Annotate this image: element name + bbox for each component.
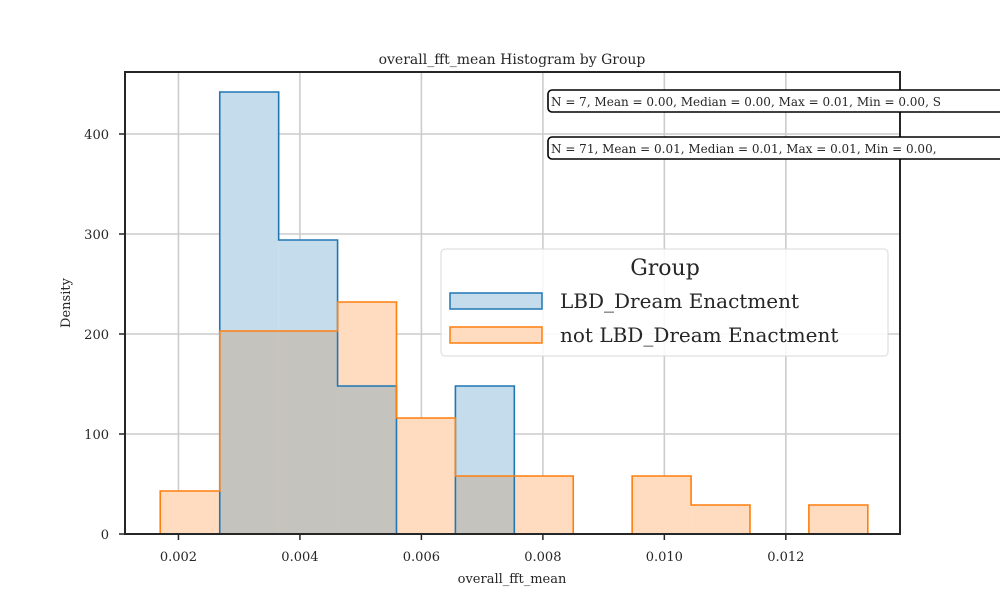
stats-box-not-lbd: N = 71, Mean = 0.01, Median = 0.01, Max … xyxy=(547,136,1000,160)
histogram-bar-fill xyxy=(396,418,456,534)
x-axis-title: overall_fft_mean xyxy=(458,572,567,587)
plot-frame xyxy=(124,71,901,535)
histogram-bar-overlap xyxy=(219,331,279,534)
legend-swatch-not-lbd xyxy=(449,326,543,344)
tick-labels: 0.002 0.004 0.006 0.008 0.010 0.012 0 100 200 300… xyxy=(84,128,804,565)
legend-title: Group xyxy=(630,256,700,281)
y-tick-label: 0 xyxy=(101,528,109,543)
y-tick-label: 100 xyxy=(84,428,109,443)
stats-text-lbd: N = 7, Mean = 0.00, Median = 0.00, Max =… xyxy=(551,95,941,109)
histogram-bar-overlap xyxy=(455,476,515,534)
x-tick-label: 0.008 xyxy=(524,550,561,565)
legend: Group LBD_Dream Enactment not LBD_Dream … xyxy=(440,248,889,357)
legend-label-lbd: LBD_Dream Enactment xyxy=(560,289,799,313)
x-tick-label: 0.002 xyxy=(160,550,197,565)
y-axis-title: Density xyxy=(59,277,74,328)
histogram-bar-overlap xyxy=(337,386,397,534)
histogram-bar-fill xyxy=(808,505,868,534)
chart-title: overall_fft_mean Histogram by Group xyxy=(379,52,646,68)
histogram-bar-overlap xyxy=(278,331,338,534)
stats-text-not-lbd: N = 71, Mean = 0.01, Median = 0.01, Max … xyxy=(551,142,937,156)
y-tick-label: 200 xyxy=(84,328,109,343)
histogram-bar-fill xyxy=(160,491,220,534)
legend-swatch-lbd xyxy=(449,292,543,310)
x-tick-label: 0.004 xyxy=(281,550,318,565)
y-tick-label: 400 xyxy=(84,128,109,143)
stats-box-lbd: N = 7, Mean = 0.00, Median = 0.00, Max =… xyxy=(547,89,1000,113)
histogram-bar-fill xyxy=(691,505,750,534)
y-tick-label: 300 xyxy=(84,228,109,243)
histogram-bars xyxy=(159,91,869,535)
x-tick-label: 0.006 xyxy=(403,550,440,565)
x-tick-label: 0.010 xyxy=(646,550,683,565)
x-tick-label: 0.012 xyxy=(767,550,804,565)
histogram-bar-fill xyxy=(632,476,692,534)
histogram-outline xyxy=(218,91,516,535)
legend-label-not-lbd: not LBD_Dream Enactment xyxy=(560,323,838,347)
axes xyxy=(124,71,901,535)
histogram-bar-fill xyxy=(514,476,574,534)
